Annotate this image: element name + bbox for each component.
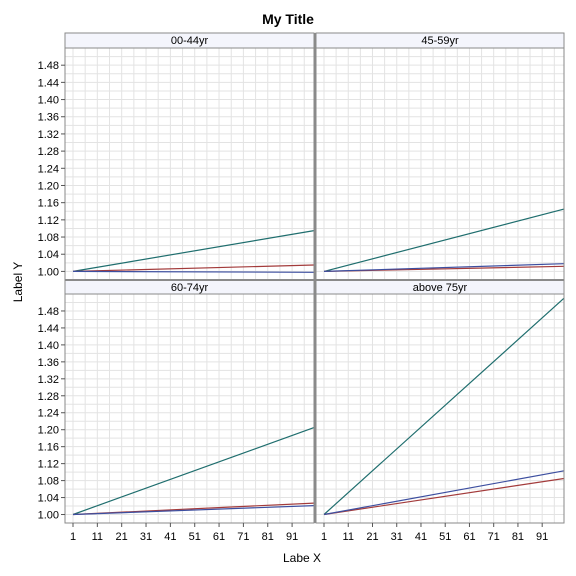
y-axis-row-2: 1.00 1.04 1.08 1.12 1.16 1.20 1.24 1.28 1.32 1.36… xyxy=(38,306,65,522)
y-tick-label: 1.32 xyxy=(38,129,59,141)
x-tick-label: 21 xyxy=(116,531,128,543)
panel-2: 45-59yr xyxy=(315,32,565,281)
x-tick-label: 31 xyxy=(140,531,152,543)
y-axis-row-1: 1.00 1.04 1.08 1.12 1.16 1.20 1.24 1.28 1.32 1.36… xyxy=(38,60,65,278)
x-tick-label: 41 xyxy=(164,531,176,543)
y-tick-label: 1.36 xyxy=(38,357,59,369)
x-axis-label: Labe X xyxy=(283,551,321,565)
series-line-blue xyxy=(323,263,565,272)
y-tick-label: 1.16 xyxy=(38,442,59,454)
x-tick-label: 91 xyxy=(536,531,548,543)
panel-3: 60-74yr xyxy=(64,279,315,524)
x-axis-col-1: 1 11 21 31 41 51 61 71 81 91 xyxy=(70,523,298,543)
y-tick-label: 1.40 xyxy=(38,340,59,352)
panel-gridlines xyxy=(316,293,564,523)
series-line-blue xyxy=(323,470,565,516)
y-tick-label: 1.24 xyxy=(38,163,59,175)
y-tick-label: 1.28 xyxy=(38,146,59,158)
series-line-blue xyxy=(72,270,315,273)
x-tick-label: 41 xyxy=(415,531,427,543)
panel-strip-label: 45-59yr xyxy=(421,35,459,47)
y-tick-label: 1.04 xyxy=(38,493,59,505)
y-tick-label: 1.16 xyxy=(38,198,59,210)
chart-title: My Title xyxy=(262,11,314,27)
y-tick-label: 1.24 xyxy=(38,408,59,420)
x-tick-label: 71 xyxy=(488,531,500,543)
y-axis: 1.00 1.04 1.08 1.12 1.16 1.20 1.24 1.28 1.32 1.36… xyxy=(38,60,65,522)
panel-gridlines xyxy=(316,47,564,280)
series-line-blue xyxy=(72,505,315,516)
y-tick-label: 1.08 xyxy=(38,476,59,488)
x-tick-label: 21 xyxy=(366,531,378,543)
series-line-red xyxy=(323,477,565,516)
y-tick-label: 1.20 xyxy=(38,180,59,192)
y-tick-label: 1.28 xyxy=(38,391,59,403)
y-tick-label: 1.44 xyxy=(38,323,59,335)
y-tick-label: 1.48 xyxy=(38,306,59,318)
y-tick-label: 1.40 xyxy=(38,95,59,107)
y-tick-label: 1.00 xyxy=(38,266,59,278)
x-axis: 1 11 21 31 41 51 61 71 81 91 1 11 21 31 41 51 61 71 81 91 xyxy=(70,523,548,543)
x-tick-label: 51 xyxy=(439,531,451,543)
x-tick-label: 31 xyxy=(391,531,403,543)
series-line-teal xyxy=(72,230,315,272)
panel-strip-label: 00-44yr xyxy=(171,35,209,47)
x-tick-label: 61 xyxy=(463,531,475,543)
x-tick-label: 11 xyxy=(92,531,103,543)
y-tick-label: 1.36 xyxy=(38,112,59,124)
y-tick-label: 1.20 xyxy=(38,425,59,437)
y-tick-label: 1.12 xyxy=(38,215,59,227)
x-tick-label: 71 xyxy=(237,531,249,543)
x-tick-label: 51 xyxy=(189,531,201,543)
series-line-red xyxy=(72,264,315,272)
x-tick-label: 81 xyxy=(262,531,274,543)
y-tick-label: 1.00 xyxy=(38,510,59,522)
x-tick-label: 11 xyxy=(343,531,354,543)
panel-gridlines xyxy=(65,293,314,523)
y-tick-label: 1.08 xyxy=(38,232,59,244)
panel-strip-label: above 75yr xyxy=(413,282,468,294)
x-tick-label: 91 xyxy=(286,531,298,543)
x-tick-label: 1 xyxy=(70,531,76,543)
x-tick-label: 1 xyxy=(321,531,327,543)
y-tick-label: 1.44 xyxy=(38,77,59,89)
y-tick-label: 1.12 xyxy=(38,459,59,471)
y-tick-label: 1.04 xyxy=(38,249,59,261)
series-line-teal xyxy=(72,427,315,516)
x-tick-label: 61 xyxy=(213,531,225,543)
panel-4: above 75yr xyxy=(315,279,565,524)
y-tick-label: 1.48 xyxy=(38,60,59,72)
x-axis-col-2: 1 11 21 31 41 51 61 71 81 91 xyxy=(321,523,548,543)
series-line-teal xyxy=(323,208,565,272)
x-tick-label: 81 xyxy=(512,531,524,543)
y-axis-label: Label Y xyxy=(11,262,25,302)
series-line-teal xyxy=(323,297,565,515)
y-tick-label: 1.32 xyxy=(38,374,59,386)
panel-strip-label: 60-74yr xyxy=(171,282,209,294)
panel-grid: 00-44yr 45-59yr 60-74yr above 75yr xyxy=(64,32,565,524)
